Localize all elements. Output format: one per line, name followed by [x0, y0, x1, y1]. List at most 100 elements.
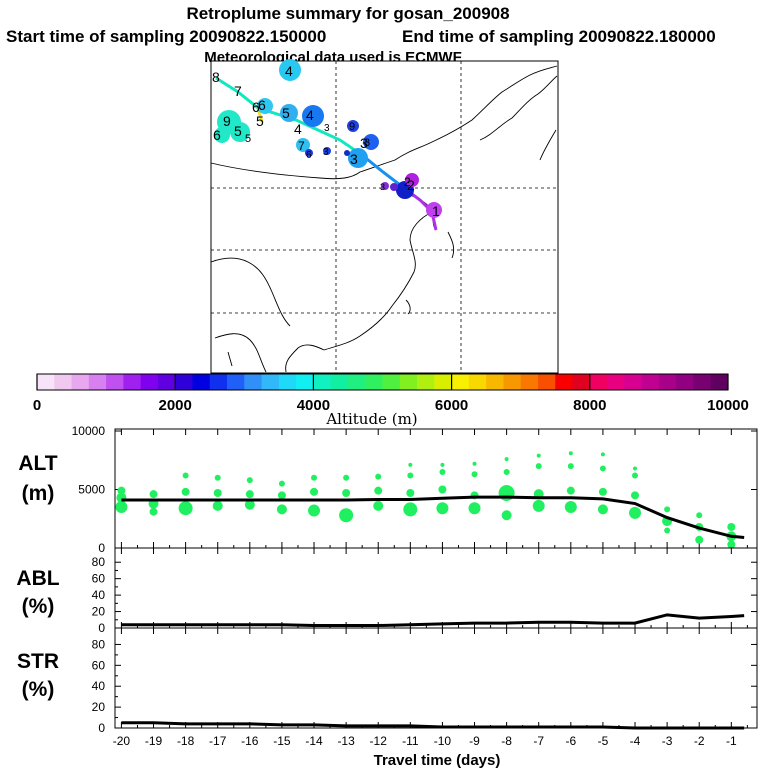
panel-frame [114, 627, 758, 729]
scatter-point [727, 522, 736, 531]
x-tick-label: -2 [694, 734, 705, 748]
colorbar-cell [693, 374, 712, 390]
scatter-point [310, 487, 319, 496]
cluster-label: 2 [404, 175, 411, 189]
colorbar-cell [537, 374, 556, 390]
start-time-label: Start time of sampling 20090822.150000 [6, 27, 326, 46]
scatter-point [149, 490, 158, 499]
cluster-label: 5 [234, 123, 242, 139]
y-axis-label: (%) [22, 678, 55, 701]
y-tick-label: 20 [92, 605, 106, 619]
series-line [121, 721, 745, 730]
scatter-point [213, 489, 222, 498]
scatter-point [342, 489, 351, 498]
panel-alt: ALT (m) 10000 5000 0 [18, 424, 758, 555]
x-tick-label: -16 [241, 734, 259, 748]
scatter-point [439, 468, 446, 475]
scatter-point [244, 499, 255, 510]
scatter-point [536, 453, 541, 458]
scatter-point [214, 474, 221, 481]
y-tick-label: 0 [98, 541, 105, 555]
x-axis-label: Travel time (days) [374, 752, 501, 768]
cluster-label: 5 [282, 105, 290, 121]
y-tick-label: 80 [92, 555, 106, 569]
scatter-point [373, 500, 384, 511]
scatter-point [501, 510, 512, 521]
coast-east [539, 129, 557, 161]
panel-str: STR (%) 80 60 40 20 0 [17, 627, 758, 735]
colorbar-tick-label: 10000 [707, 397, 749, 414]
cluster-marker [296, 138, 310, 152]
colorbar-tick-label: 2000 [159, 397, 192, 414]
path-label: 6 [252, 99, 260, 115]
colorbar-cell [365, 374, 383, 390]
x-tick-label: -8 [501, 734, 512, 748]
x-tick-label: -14 [305, 734, 323, 748]
scatter-point [664, 527, 671, 534]
colorbar-cell [37, 374, 55, 390]
x-tick-label: -1 [726, 734, 737, 748]
scatter-point [436, 502, 449, 515]
colorbar-label: Altitude (m) [325, 410, 417, 428]
scatter-point [311, 474, 318, 481]
scatter-point [375, 473, 382, 480]
colorbar-cell [175, 374, 193, 390]
x-tick-label: -6 [565, 734, 576, 748]
path-label: 3 [350, 151, 358, 167]
colorbar-cell [157, 374, 176, 390]
series-line [121, 613, 745, 628]
y-tick-label: 40 [92, 679, 106, 693]
y-axis-label: ABL [16, 567, 59, 590]
x-tick-label: -10 [434, 734, 452, 748]
colorbar-cell [54, 374, 73, 390]
colorbar-cell [434, 374, 453, 390]
end-time-label: End time of sampling 20090822.180000 [402, 27, 716, 46]
scatter-point [403, 502, 418, 517]
cluster-marker [214, 127, 230, 143]
y-axis-label: (%) [22, 595, 55, 618]
colorbar-cell [641, 374, 660, 390]
travel-time-axis: -20 -19 -18 -17 -16 -15 -14 -13 -12 -11 -10 -9 -8 -7 -… [113, 734, 737, 769]
colorbar-cell [676, 374, 694, 390]
colorbar-tick-label: 6000 [435, 397, 468, 414]
scatter-point [407, 472, 414, 479]
scatter-point [727, 540, 736, 549]
scatter-point [115, 501, 128, 514]
coast-peninsula [227, 351, 233, 367]
path-label: 3 [360, 135, 368, 151]
scatter-point [471, 471, 478, 478]
path-label: 5 [256, 113, 264, 129]
scatter-point [277, 491, 286, 500]
border-south [214, 333, 267, 373]
scatter-point [631, 491, 640, 500]
scatter-point [633, 466, 638, 471]
scatter-point [598, 487, 607, 496]
colorbar-cell [192, 374, 211, 390]
colorbar-tick-label: 8000 [573, 397, 606, 414]
colorbar-cell [227, 374, 245, 390]
cluster-markers [214, 59, 442, 218]
cluster-label: 6 [213, 127, 221, 143]
y-axis-label: STR [17, 650, 59, 673]
scatter-point [503, 468, 510, 475]
path-label: 4 [294, 121, 302, 137]
colorbar-cell [624, 374, 643, 390]
cluster-marker [344, 150, 350, 156]
cluster-marker [280, 104, 298, 122]
scatter-point [117, 486, 126, 495]
scatter-point [308, 504, 321, 517]
x-tick-label: -15 [273, 734, 291, 748]
scatter-point [178, 501, 193, 516]
border-north [210, 65, 558, 180]
colorbar-cell [278, 374, 297, 390]
x-tick-label: -5 [598, 734, 609, 748]
x-tick-label: -4 [630, 734, 641, 748]
scatter-point [374, 486, 383, 495]
x-tick-label: -7 [533, 734, 544, 748]
y-tick-label: 0 [98, 621, 105, 635]
colorbar-cell [417, 374, 435, 390]
scatter-point [339, 508, 354, 523]
scatter-point [246, 477, 253, 484]
cluster-marker [230, 122, 250, 142]
